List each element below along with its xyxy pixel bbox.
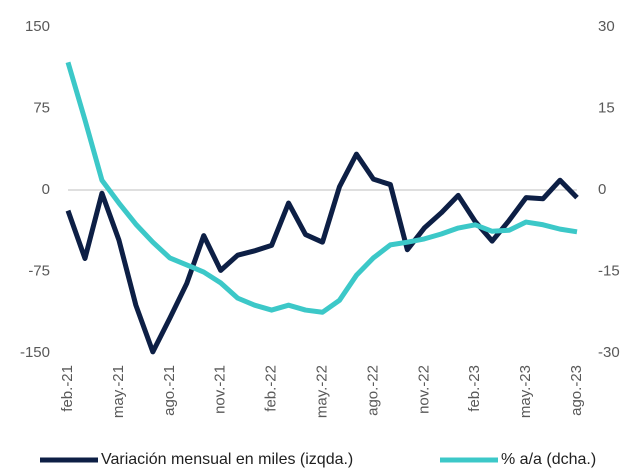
x-tick-label: may.-23 — [517, 365, 534, 418]
x-tick-label: feb.-21 — [59, 365, 76, 412]
y2-tick-label: -30 — [598, 344, 620, 361]
y-tick-label: 0 — [42, 181, 50, 198]
y2-tick-label: 0 — [598, 181, 606, 198]
y2-tick-label: -15 — [598, 262, 620, 279]
series-line — [65, 151, 579, 355]
y-tick-label: 150 — [25, 18, 50, 35]
x-tick-label: ago.-23 — [568, 365, 585, 416]
x-tick-label: nov.-21 — [212, 365, 229, 414]
y-tick-label: -75 — [28, 262, 50, 279]
x-tick-label: feb.-22 — [263, 365, 280, 412]
x-tick-label: nov.-22 — [415, 365, 432, 414]
x-tick-label: feb.-23 — [466, 365, 483, 412]
legend-label: % a/a (dcha.) — [501, 451, 596, 468]
y-tick-label: 75 — [33, 99, 50, 116]
legend-label: Variación mensual en miles (izqda.) — [101, 451, 353, 468]
y-tick-label: -150 — [20, 344, 50, 361]
x-tick-label: ago.-22 — [364, 365, 381, 416]
series-line — [65, 61, 578, 315]
x-tick-label: may.-21 — [110, 365, 127, 418]
y2-tick-label: 15 — [598, 99, 615, 116]
x-tick-label: ago.-21 — [161, 365, 178, 416]
y2-tick-label: 30 — [598, 18, 615, 35]
x-tick-label: may.-22 — [313, 365, 330, 418]
